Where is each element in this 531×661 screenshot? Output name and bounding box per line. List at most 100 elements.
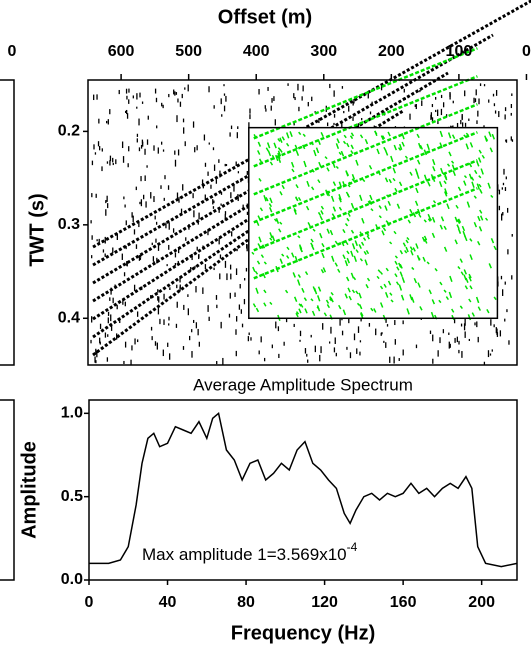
window-wiggle (365, 249, 370, 255)
window-wiggle (330, 291, 334, 296)
window-wiggle (295, 311, 300, 315)
window-wiggle (297, 279, 301, 286)
window-wiggle (359, 194, 363, 201)
window-wiggle (338, 151, 342, 156)
window-wiggle (426, 143, 430, 151)
window-wiggle (409, 246, 414, 251)
window-wiggle (344, 293, 348, 299)
window-wiggle (405, 246, 409, 253)
window-wiggle (463, 180, 467, 186)
window-wiggle (354, 240, 358, 247)
window-wiggle (446, 163, 451, 167)
window-wiggle (412, 212, 417, 218)
x-tick-label: 40 (159, 594, 177, 611)
window-wiggle (406, 308, 410, 315)
annotation-exponent: -4 (347, 540, 358, 554)
window-wiggle (411, 266, 415, 271)
window-wiggle (281, 136, 285, 141)
window-wiggle (338, 181, 343, 188)
window-wiggle (269, 301, 273, 305)
window-wiggle (294, 144, 298, 150)
window-wiggle (275, 217, 280, 224)
window-wiggle (396, 266, 400, 271)
y-tick-label: 0.4 (58, 309, 80, 326)
window-wiggle (329, 229, 334, 236)
window-wiggle (399, 250, 403, 255)
window-wiggle (404, 249, 408, 254)
window-wiggle (409, 208, 413, 214)
window-wiggle (454, 239, 458, 245)
window-wiggle (432, 200, 437, 204)
window-wiggle (286, 142, 290, 147)
window-wiggle (297, 274, 301, 278)
window-wiggle (277, 150, 282, 157)
window-wiggle (418, 213, 422, 218)
window-wiggle (411, 296, 415, 303)
window-wiggle (265, 147, 269, 152)
window-wiggle (457, 218, 462, 224)
window-wiggle (269, 232, 273, 239)
window-wiggle (475, 296, 480, 304)
window-wiggle (459, 258, 463, 263)
window-wiggle (444, 188, 448, 195)
window-wiggle (321, 242, 325, 248)
window-wiggle (419, 144, 424, 150)
x-tick-label: 160 (390, 594, 417, 611)
window-wiggle (468, 162, 473, 168)
window-wiggle (427, 218, 431, 222)
window-wiggle (464, 285, 468, 290)
window-wiggle (291, 252, 295, 258)
window-wiggle (451, 308, 455, 313)
window-wiggle (350, 150, 354, 155)
window-wiggle (448, 291, 453, 299)
window-wiggle (376, 148, 380, 155)
window-wiggle (451, 160, 455, 164)
window-wiggle (343, 134, 347, 139)
window-wiggle (451, 134, 456, 140)
window-wiggle (399, 263, 403, 269)
window-wiggle (331, 255, 335, 262)
window-wiggle (293, 296, 298, 302)
window-wiggle (277, 138, 281, 142)
window-wiggle (292, 272, 296, 278)
window-wiggle (476, 160, 480, 167)
window-wiggle (413, 277, 418, 284)
window-wiggle (370, 208, 374, 212)
window-wiggle (269, 207, 273, 213)
window-wiggle (488, 131, 492, 137)
window-wiggle (356, 302, 360, 306)
window-wiggle (457, 266, 461, 270)
window-wiggle (345, 171, 350, 177)
window-wiggle (400, 294, 405, 301)
window-wiggle (310, 238, 314, 243)
window-wiggle (462, 230, 466, 237)
window-wiggle (358, 244, 362, 249)
window-wiggle (412, 247, 416, 252)
window-wiggle (350, 229, 355, 234)
window-wiggle (396, 203, 401, 209)
x-axis-label: Offset (m) (218, 6, 312, 28)
window-wiggle (294, 255, 299, 263)
window-wiggle (463, 175, 468, 179)
window-wiggle (486, 309, 490, 314)
window-wiggle (390, 155, 394, 163)
window-wiggle (324, 156, 328, 160)
window-wiggle (279, 191, 283, 196)
window-wiggle (398, 262, 402, 268)
window-wiggle (332, 206, 337, 212)
window-wiggle (426, 261, 430, 265)
window-wiggle (329, 296, 333, 300)
window-wiggle (311, 310, 316, 317)
window-wiggle (299, 247, 303, 253)
window-wiggle (277, 156, 282, 163)
window-wiggle (387, 280, 392, 286)
window-wiggle (432, 166, 436, 172)
window-wiggle (362, 178, 366, 183)
window-wiggle (416, 255, 421, 261)
window-wiggle (342, 309, 347, 316)
window-wiggle (469, 254, 473, 260)
window-wiggle (281, 184, 285, 190)
window-wiggle (269, 237, 273, 241)
window-wiggle (347, 184, 351, 188)
